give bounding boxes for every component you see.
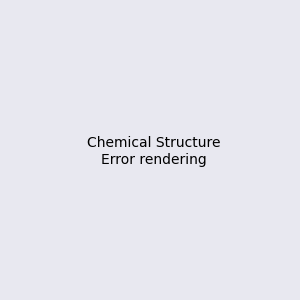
Text: Chemical Structure
Error rendering: Chemical Structure Error rendering: [87, 136, 220, 166]
